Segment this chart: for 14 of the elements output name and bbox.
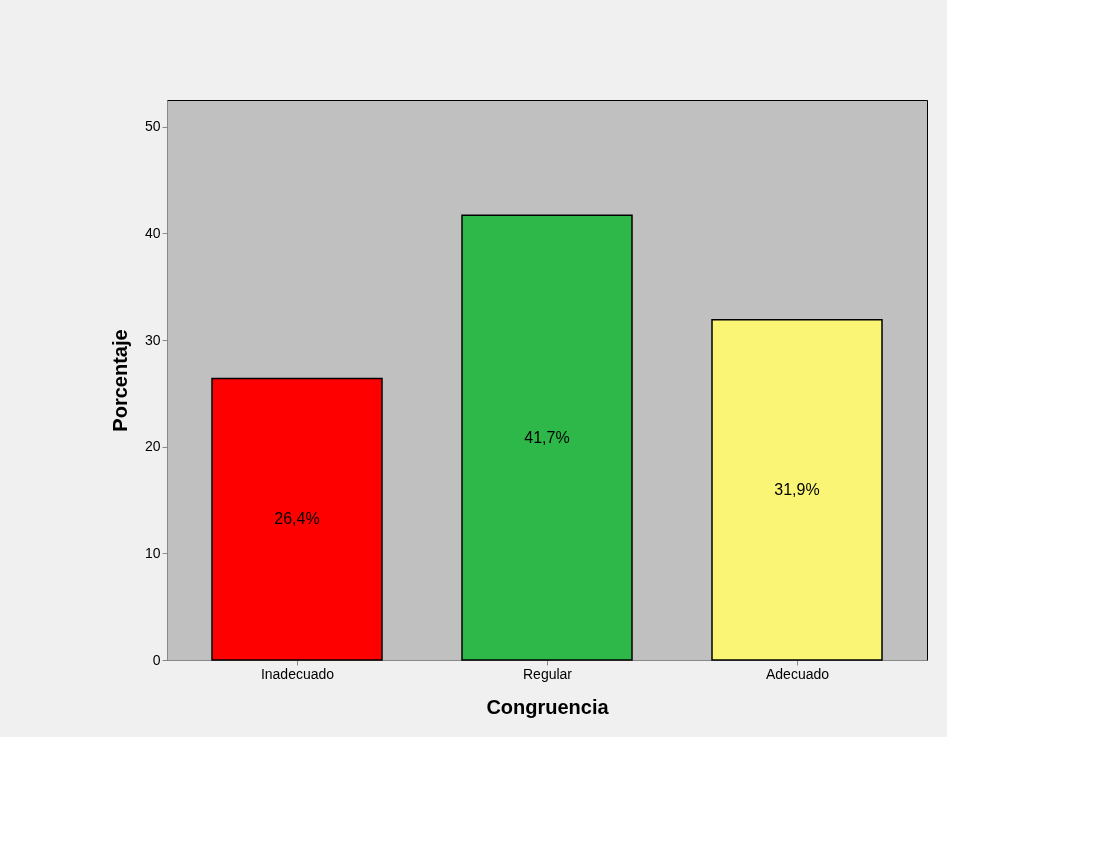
y-tick-label: 50	[144, 118, 161, 135]
data-label: 26,4%	[274, 510, 320, 528]
x-tick-label: Inadecuado	[260, 665, 335, 682]
data-label: 41,7%	[524, 428, 570, 446]
y-tick-label: 0	[152, 651, 161, 668]
x-tick-label: Regular	[522, 665, 573, 682]
x-axis-title: Congruencia	[486, 695, 610, 718]
y-tick-label: 40	[144, 224, 161, 241]
y-tick-label: 20	[144, 438, 161, 455]
y-tick-label: 10	[144, 544, 161, 561]
data-label: 31,9%	[774, 480, 820, 498]
y-tick-label: 30	[144, 331, 161, 348]
x-tick-label: Adecuado	[765, 665, 830, 682]
y-axis-title: Porcentaje	[108, 329, 131, 432]
